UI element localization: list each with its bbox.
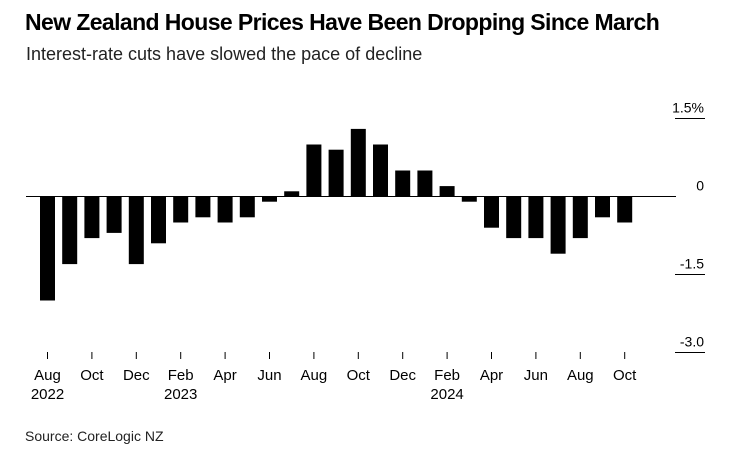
x-tick-month: Aug [301,367,328,384]
chart-title: New Zealand House Prices Have Been Dropp… [25,9,660,35]
x-tick-month: Oct [347,367,371,384]
bar-mar-2023 [195,196,211,218]
x-tick-month: Feb [168,367,194,384]
x-tick-month: Dec [123,367,150,384]
bar-aug-2023 [306,144,322,197]
bar-aug-2022 [40,196,55,301]
x-tick-month: Oct [613,367,637,384]
bar-jun-2024 [528,196,544,239]
bar-oct-2023 [350,128,366,197]
y-tick-label: -1.5 [680,256,704,272]
bar-dec-2022 [128,196,144,265]
bar-sep-2023 [328,149,344,197]
bar-jan-2023 [151,196,166,244]
x-tick-year: 2022 [31,386,64,403]
x-tick-month: Apr [213,367,236,384]
bar-sep-2024 [595,196,610,218]
x-tick-month: Jun [524,367,548,384]
y-tick-label: 0 [696,178,704,194]
bar-feb-2024 [439,186,455,197]
x-tick-year: 2023 [164,386,197,403]
bar-jan-2024 [417,170,433,197]
bars-group [40,128,633,301]
x-tick-month: Aug [567,367,594,384]
axes-group: 1.5% 0 -1.5 -3.0 Aug 2022 Oct Dec Feb 2023 Apr Jun A… [26,100,705,403]
bar-mar-2024 [461,196,477,202]
x-tick-month: Jun [257,367,281,384]
bar-jul-2023 [284,191,300,197]
x-tick-month: Aug [34,367,61,384]
bar-nov-2023 [373,144,388,197]
bar-nov-2022 [106,196,122,233]
x-tick-month: Feb [434,367,460,384]
bar-jun-2023 [262,196,277,202]
x-tick-month: Oct [80,367,104,384]
bar-apr-2024 [484,196,499,228]
chart-subtitle: Interest-rate cuts have slowed the pace … [26,44,423,64]
bar-dec-2023 [395,170,411,197]
source-note: Source: CoreLogic NZ [25,428,164,444]
x-tick-year: 2024 [430,386,463,403]
bar-jul-2024 [550,196,566,254]
x-tick-month: Apr [480,367,503,384]
x-tick-month: Dec [389,367,416,384]
bar-oct-2022 [84,196,100,239]
bar-aug-2024 [572,196,588,239]
y-tick-label: 1.5% [672,100,704,116]
bar-feb-2023 [173,196,189,223]
bar-apr-2023 [217,196,233,223]
bar-oct-2024 [617,196,633,223]
bar-sep-2022 [62,196,78,265]
y-tick-label: -3.0 [680,334,704,350]
bar-may-2023 [239,196,255,218]
bar-may-2024 [506,196,522,239]
